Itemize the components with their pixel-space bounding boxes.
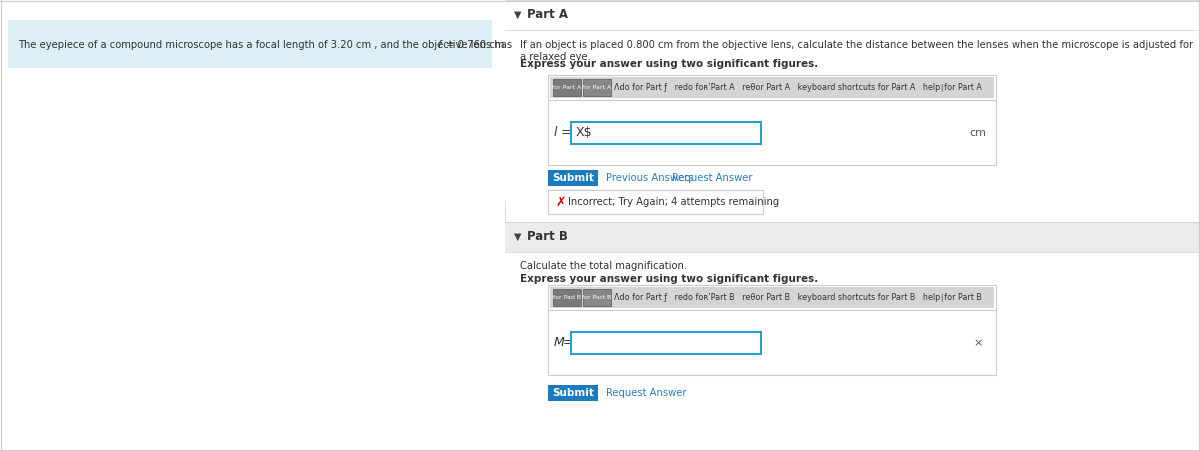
Bar xyxy=(505,30,1200,201)
Text: Express your answer using two significant figures.: Express your answer using two significan… xyxy=(520,274,818,284)
Bar xyxy=(553,79,581,96)
Text: =: = xyxy=(562,126,571,139)
Text: = 0.760 cm .: = 0.760 cm . xyxy=(443,40,511,50)
Text: If an object is placed 0.800 cm from the objective lens, calculate the distance : If an object is placed 0.800 cm from the… xyxy=(520,40,1193,62)
Text: Request Answer: Request Answer xyxy=(672,173,752,183)
Bar xyxy=(550,77,994,98)
Bar xyxy=(8,20,492,68)
Bar xyxy=(583,79,611,96)
Text: ×: × xyxy=(973,338,983,348)
Bar xyxy=(505,252,1200,451)
Bar xyxy=(553,289,581,306)
Bar xyxy=(571,332,761,354)
Text: Ʌdo for Part ƒ   redo foʀ’Part A   reθor Part A   keyboard shortcuts for Part A : Ʌdo for Part ƒ redo foʀ’Part A reθor Par… xyxy=(614,83,982,92)
Bar xyxy=(505,0,1200,30)
Bar xyxy=(505,222,1200,252)
Text: cm: cm xyxy=(970,128,986,138)
Text: Previous Answers: Previous Answers xyxy=(606,173,694,183)
Bar xyxy=(548,385,598,401)
Text: Request Answer: Request Answer xyxy=(606,388,686,398)
Text: for Part A: for Part A xyxy=(582,85,612,90)
Text: The eyepiece of a compound microscope has a focal length of 3.20 cm , and the ob: The eyepiece of a compound microscope ha… xyxy=(18,40,515,50)
Bar xyxy=(548,100,996,165)
Text: Submit: Submit xyxy=(552,388,594,398)
Text: Submit: Submit xyxy=(552,173,594,183)
Bar xyxy=(548,170,598,186)
Text: for Part A: for Part A xyxy=(552,85,582,90)
Bar xyxy=(548,285,996,310)
Text: M: M xyxy=(554,336,565,350)
Bar xyxy=(571,122,761,144)
Bar xyxy=(548,75,996,100)
Text: Incorrect; Try Again; 4 attempts remaining: Incorrect; Try Again; 4 attempts remaini… xyxy=(568,197,779,207)
Text: =: = xyxy=(563,336,574,350)
Text: for Pad B: for Pad B xyxy=(553,295,581,300)
Text: ▼: ▼ xyxy=(514,10,522,20)
Text: Calculate the total magnification.: Calculate the total magnification. xyxy=(520,261,688,271)
Bar xyxy=(548,190,763,214)
Text: for Part B: for Part B xyxy=(582,295,612,300)
Text: l: l xyxy=(554,126,558,139)
Bar xyxy=(583,289,611,306)
Text: ✗: ✗ xyxy=(556,195,566,208)
Text: Part A: Part A xyxy=(527,9,568,22)
Text: Part B: Part B xyxy=(527,230,568,244)
Bar xyxy=(550,287,994,308)
Text: X$: X$ xyxy=(576,126,593,139)
Text: Express your answer using two significant figures.: Express your answer using two significan… xyxy=(520,59,818,69)
Text: ▼: ▼ xyxy=(514,232,522,242)
Text: Ʌdo for Part ƒ   redo foʀ’Part B   reθor Part B   keyboard shortcuts for Part B : Ʌdo for Part ƒ redo foʀ’Part B reθor Par… xyxy=(614,293,982,302)
Text: f: f xyxy=(437,40,440,50)
Bar xyxy=(548,310,996,375)
